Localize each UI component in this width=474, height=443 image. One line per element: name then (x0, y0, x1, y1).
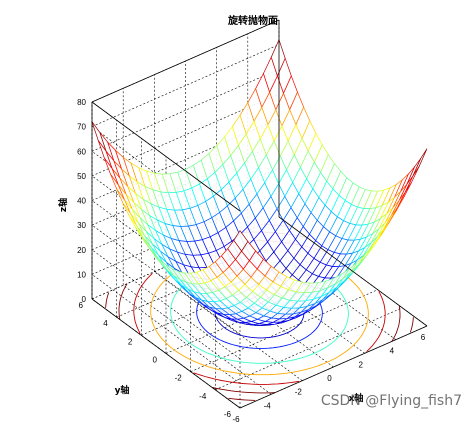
axes (91, 19, 428, 409)
y-tick-label: -2 (175, 374, 183, 383)
y-tick-label: 2 (128, 337, 133, 346)
contour-line (118, 283, 128, 320)
x-tick-label: 4 (390, 347, 395, 356)
contour-line (228, 397, 256, 401)
surface-mesh (91, 38, 428, 326)
contour-line (133, 272, 153, 334)
contour-line (105, 292, 110, 308)
z-tick-label: 60 (77, 147, 86, 156)
contour-line (212, 387, 276, 394)
box-edge (91, 19, 280, 103)
x-tick-label: 0 (327, 374, 332, 383)
x-tick-label: 6 (421, 333, 426, 342)
x-axis-label: x轴 (349, 392, 364, 404)
y-axis-line (91, 298, 241, 409)
mesh-cell (412, 148, 428, 177)
x-tick-label: -2 (295, 388, 303, 397)
contour-line (391, 305, 401, 342)
mesh-cell (91, 121, 107, 152)
z-tick-label: 0 (82, 295, 87, 304)
grid-line (91, 200, 241, 310)
y-tick-label: 6 (79, 301, 84, 310)
z-tick-label: 80 (77, 98, 86, 107)
mesh-cell (233, 230, 249, 252)
grid-line (91, 249, 241, 360)
grid-line (91, 274, 241, 384)
grid-line (123, 285, 272, 395)
x-tick-label: -4 (264, 401, 272, 410)
z-tick-label: 70 (77, 123, 86, 132)
y-tick-label: -6 (224, 410, 232, 419)
contour-line (409, 317, 414, 333)
z-tick-label: 10 (77, 270, 86, 279)
x-tick-label: 2 (358, 360, 363, 369)
box-edge (278, 216, 428, 327)
tick-labels: 0 10 20 30 40 50 60 70 80 -6 -4 -2 0 2 4 6 -6 -4 -2 0 2 4 6 (77, 98, 426, 424)
z-tick-label: 20 (77, 246, 86, 255)
grid-line (91, 126, 241, 236)
z-tick-label: 30 (77, 221, 86, 230)
y-tick-label: -4 (199, 392, 207, 401)
y-axis-label: y轴 (115, 384, 130, 396)
y-tick-label: 4 (103, 319, 108, 328)
x-axis-line (239, 325, 428, 409)
grid-line (91, 175, 241, 286)
z-tick-label: 50 (77, 172, 86, 181)
chart-title: 旋转抛物面 (227, 14, 278, 27)
contour-line (366, 291, 386, 353)
x-tick-label: -6 (232, 415, 240, 424)
contour-line (193, 372, 300, 385)
watermark: CSDN @Flying_fish7 (321, 393, 462, 409)
y-tick-label: 0 (153, 356, 158, 365)
grid-line (91, 224, 241, 335)
z-axis-label: z轴 (57, 198, 69, 212)
box-edge (91, 101, 241, 212)
z-tick-label: 40 (77, 197, 86, 206)
